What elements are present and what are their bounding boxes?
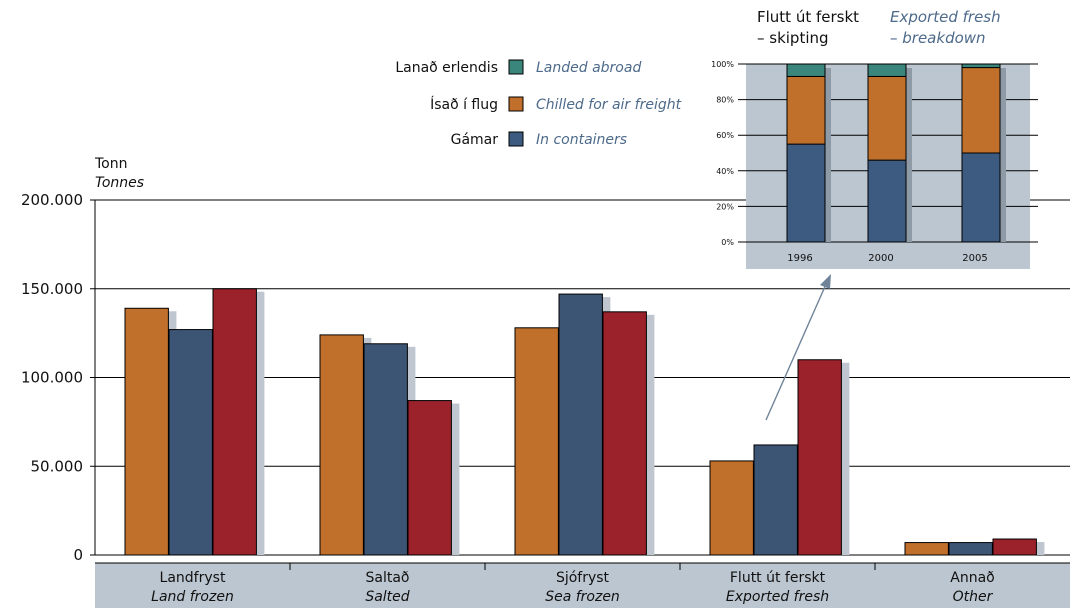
- x-category-label-is: Landfryst: [160, 570, 226, 586]
- y-tick-label: 50.000: [31, 457, 84, 475]
- legend-swatch: [508, 96, 524, 112]
- inset-y-tick-label: 40%: [716, 167, 734, 176]
- bar: [753, 444, 798, 556]
- y-tick-label: 150.000: [21, 280, 83, 298]
- inset-title-en-line1: Exported fresh: [890, 8, 1001, 26]
- x-category-label-en: Land frozen: [151, 589, 234, 605]
- y-tick-label: 0: [73, 546, 83, 564]
- inset-title-is-line1: Flutt út ferskt: [757, 8, 859, 26]
- inset-bar-segment: [961, 63, 1001, 69]
- legend-swatch: [508, 131, 524, 147]
- bar: [319, 334, 364, 556]
- inset-x-category-label: 2005: [962, 253, 987, 264]
- inset-x-category-label: 2000: [868, 253, 893, 264]
- x-category-label-en: Salted: [365, 589, 409, 605]
- inset-y-tick-label: 20%: [716, 202, 734, 211]
- inset-bar-shadow: [825, 68, 831, 242]
- inset-bar-segment: [961, 67, 1001, 154]
- x-category-label-en: Exported fresh: [726, 589, 829, 605]
- inset-bar-segment: [961, 152, 1001, 243]
- legend-label-is: Ísað í flug: [430, 96, 498, 113]
- bar: [558, 293, 603, 556]
- inset-chart: Flutt út ferskt – skipting Exported fres…: [711, 8, 1038, 269]
- legend: Lanað erlendis Landed abroad Ísað í flug Ch…: [395, 59, 682, 148]
- legend-label-is: Gámar: [451, 132, 499, 148]
- inset-y-tick-label: 60%: [716, 131, 734, 140]
- legend-label-is: Lanað erlendis: [395, 60, 498, 76]
- y-unit-label-en: Tonnes: [95, 175, 144, 191]
- inset-title-en-line2: – breakdown: [890, 29, 986, 47]
- main-y-tick-labels: 0 50.000 100.000 150.000 200.000: [21, 191, 83, 564]
- inset-y-tick-label: 100%: [711, 60, 734, 69]
- bar: [948, 542, 993, 556]
- x-category-label-is: Annað: [950, 570, 994, 586]
- inset-bar-segment: [786, 143, 826, 243]
- inset-y-tick-label: 0%: [721, 238, 734, 247]
- inset-body: 0% 20% 40% 60% 80% 100% 1996 2000 2005: [711, 60, 1038, 269]
- y-unit-label-is: Tonn: [94, 156, 127, 172]
- bar: [797, 359, 842, 556]
- legend-label-en: Landed abroad: [536, 60, 641, 76]
- inset-bar-shadow: [1000, 68, 1006, 242]
- x-category-label-en: Sea frozen: [545, 589, 620, 605]
- y-tick-label: 100.000: [21, 369, 83, 387]
- inset-bar-shadow: [906, 68, 912, 242]
- x-category-label-is: Flutt út ferskt: [730, 570, 826, 586]
- inset-x-category-label: 1996: [787, 253, 812, 264]
- legend-swatch: [508, 59, 524, 75]
- inset-y-tick-label: 80%: [716, 96, 734, 105]
- y-tick-label: 200.000: [21, 191, 83, 209]
- bar: [407, 400, 452, 556]
- inset-callout-arrow: [765, 274, 831, 421]
- inset-bar-segment: [786, 63, 826, 77]
- legend-label-en: Chilled for air freight: [536, 97, 682, 113]
- inset-bar-segment: [786, 75, 826, 145]
- inset-bar-segment: [867, 159, 907, 243]
- inset-bar-segment: [867, 63, 907, 77]
- inset-x-band: [746, 242, 1030, 269]
- bar: [168, 329, 213, 556]
- x-axis-band: [95, 563, 1070, 608]
- bar: [992, 538, 1037, 556]
- inset-title-is-line2: – skipting: [757, 29, 829, 47]
- inset-bar-segment: [867, 75, 907, 161]
- bar: [514, 327, 559, 556]
- bar: [602, 311, 647, 556]
- bar: [363, 343, 408, 556]
- main-bars: [124, 288, 1045, 556]
- bar: [124, 307, 169, 556]
- x-category-label-en: Other: [953, 589, 994, 605]
- x-category-label-is: Sjófryst: [556, 570, 610, 586]
- bar: [709, 460, 754, 556]
- main-x-axis: Landfryst Land frozen Saltað Salted Sjófryst…: [95, 562, 1070, 608]
- bar: [904, 542, 949, 556]
- legend-label-en: In containers: [536, 132, 627, 148]
- x-category-label-is: Saltað: [366, 570, 410, 586]
- bar: [212, 288, 257, 556]
